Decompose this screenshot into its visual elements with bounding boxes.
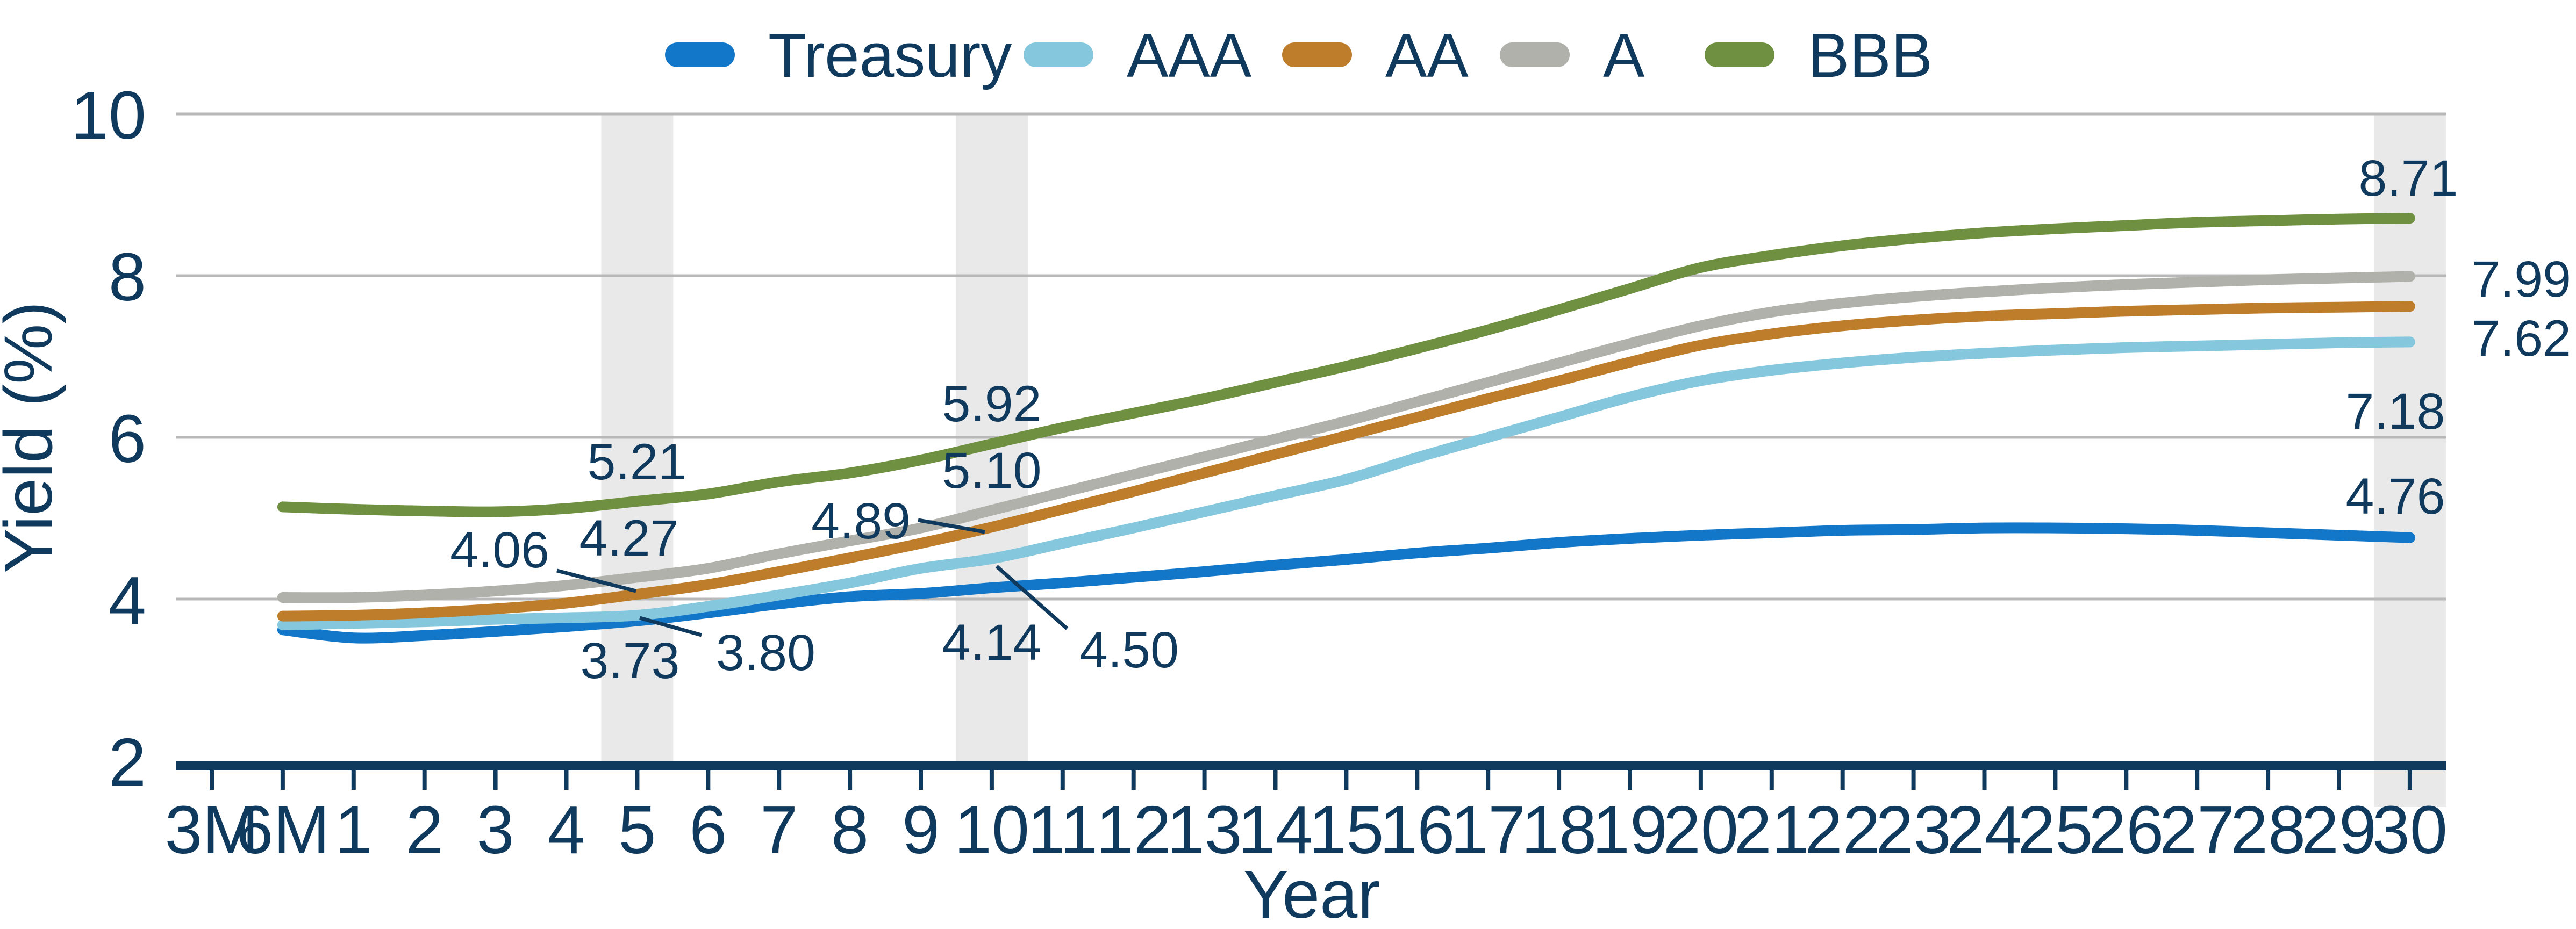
x-tick-label-14: 14 [1237, 792, 1313, 868]
annotation-label-aaa-10: 4.50 [1079, 622, 1179, 679]
legend-swatch-a [1500, 42, 1570, 67]
x-tick-label-7: 7 [760, 792, 798, 868]
annotation-label-treasury-10: 4.14 [942, 614, 1042, 671]
x-tick-label-27: 27 [2159, 792, 2235, 868]
x-tick-label-1: 1 [335, 792, 373, 868]
x-tick-label-25: 25 [2017, 792, 2093, 868]
x-tick-label-12: 12 [1096, 792, 1171, 868]
x-tick-label-13: 13 [1167, 792, 1242, 868]
y-tick-label-2: 2 [109, 724, 146, 800]
annotation-label-bbb-30: 8.71 [2359, 150, 2458, 207]
x-tick-label-6: 6 [689, 792, 727, 868]
legend-swatch-aaa [1024, 42, 1093, 67]
x-tick-label-30: 30 [2372, 792, 2448, 868]
y-tick-label-6: 6 [109, 401, 146, 477]
legend-swatch-treasury [665, 42, 735, 67]
annotation-label-bbb-5: 5.21 [588, 434, 687, 491]
x-tick-label-17: 17 [1450, 792, 1526, 868]
x-tick-label-5: 5 [618, 792, 656, 868]
series-line-bbb [277, 213, 2415, 517]
annotation-label-a-30: 7.99 [2472, 251, 2571, 308]
annotation-leader-aa-5 [556, 568, 636, 593]
x-tick-label-3M: 3M [164, 792, 259, 868]
x-tick-label-15: 15 [1308, 792, 1384, 868]
x-tick-label-20: 20 [1663, 792, 1738, 868]
series-line-aaa [277, 336, 2415, 631]
x-tick-label-8: 8 [831, 792, 869, 868]
series-line-a [277, 271, 2415, 603]
x-tick-label-9: 9 [902, 792, 940, 868]
x-tick-label-2: 2 [406, 792, 443, 868]
legend-label-treasury: Treasury [768, 20, 1012, 90]
legend-label-aa: AA [1385, 20, 1469, 90]
y-tick-label-8: 8 [109, 239, 146, 315]
x-tick-label-21: 21 [1734, 792, 1809, 868]
x-tick-label-3: 3 [477, 792, 514, 868]
highlight-band-30 [2373, 114, 2446, 807]
x-tick-label-23: 23 [1876, 792, 1951, 868]
legend-label-bbb: BBB [1808, 20, 1933, 90]
annotation-label-a-5: 4.27 [579, 510, 679, 567]
x-tick-label-6M: 6M [235, 792, 330, 868]
y-tick-label-10: 10 [71, 77, 146, 153]
x-tick-label-24: 24 [1947, 792, 2022, 868]
legend-item-bbb: BBB [1705, 20, 1933, 90]
series-line-treasury [277, 522, 2415, 644]
annotation-label-aaa-30: 7.18 [2346, 383, 2445, 440]
annotation-label-aa-30: 7.62 [2472, 310, 2571, 367]
legend-item-aaa: AAA [1024, 20, 1252, 90]
annotation-label-aaa-5: 3.80 [716, 624, 815, 681]
legend-item-aa: AA [1282, 20, 1469, 90]
x-tick-label-10: 10 [954, 792, 1029, 868]
annotation-leader-aaa-10 [995, 565, 1069, 630]
x-tick-label-18: 18 [1521, 792, 1597, 868]
x-tick-label-16: 16 [1379, 792, 1455, 868]
series-line-aa [277, 301, 2415, 622]
y-axis-title: Yield (%) [0, 301, 66, 573]
annotation-label-treasury-30: 4.76 [2346, 468, 2445, 525]
y-tick-label-4: 4 [109, 563, 146, 638]
annotation-leader-aa-10 [918, 518, 985, 534]
legend-item-treasury: Treasury [665, 20, 1012, 90]
x-tick-label-22: 22 [1805, 792, 1880, 868]
annotation-label-aa-10: 4.89 [811, 493, 911, 550]
legend-label-aaa: AAA [1127, 20, 1252, 90]
x-tick-label-29: 29 [2301, 792, 2377, 868]
legend-swatch-aa [1282, 42, 1352, 67]
legend-item-a: A [1500, 20, 1645, 90]
legend-swatch-bbb [1705, 42, 1774, 67]
x-tick-label-19: 19 [1592, 792, 1668, 868]
x-tick-label-28: 28 [2230, 792, 2306, 868]
x-axis-title: Year [1243, 856, 1380, 929]
legend: Treasury AAA AA A BBB [665, 20, 1933, 90]
x-tick-label-11: 11 [1027, 792, 1098, 868]
annotation-label-a-10: 5.10 [942, 442, 1042, 499]
annotation-label-treasury-5: 3.73 [581, 632, 680, 689]
x-tick-label-26: 26 [2088, 792, 2164, 868]
annotation-label-bbb-10: 5.92 [942, 376, 1042, 433]
annotation-label-aa-5: 4.06 [450, 522, 549, 579]
x-tick-label-4: 4 [547, 792, 585, 868]
legend-label-a: A [1603, 20, 1645, 90]
annotation-leader-aaa-5 [639, 616, 702, 637]
